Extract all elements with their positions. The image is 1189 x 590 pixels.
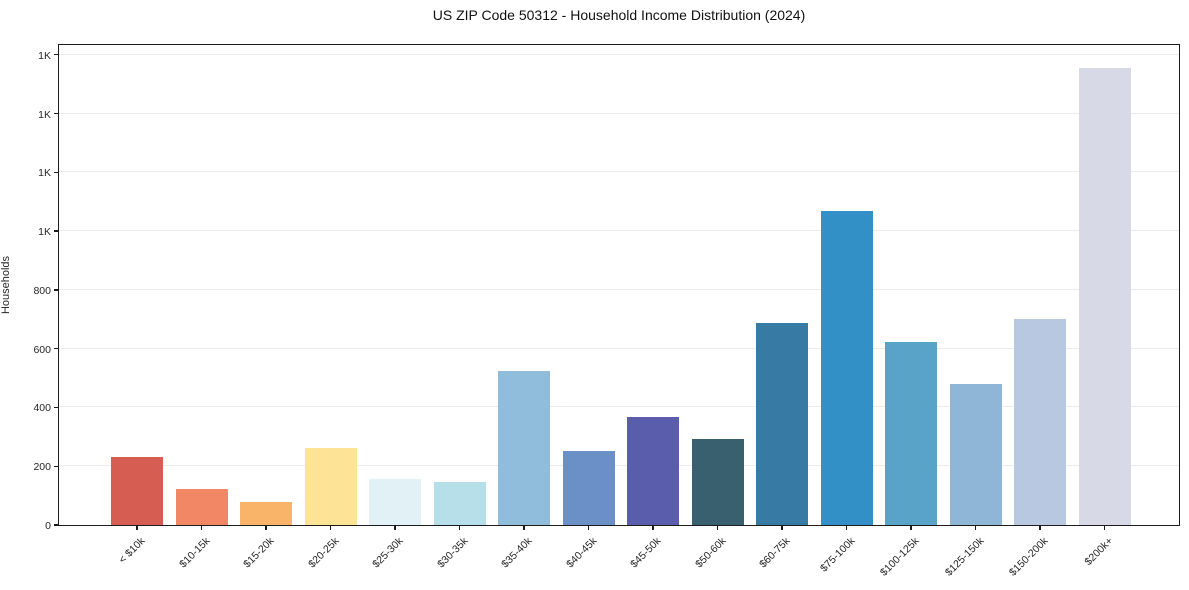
gridline-y-200	[59, 465, 1179, 467]
chart-title: US ZIP Code 50312 - Household Income Dis…	[432, 7, 806, 23]
y-tick-label-1200: 1K	[38, 167, 51, 180]
bar-20-25k	[304, 448, 357, 525]
x-tick-label-4: $25-30k	[370, 535, 406, 571]
y-axis-tick-labels: 0 200 400 600 800 1K 1K 1K 1K	[0, 44, 51, 532]
y-tick-mark-1000	[53, 230, 58, 232]
x-tick-mark-0	[136, 526, 138, 531]
gridline-y-800	[59, 288, 1179, 290]
x-tick-label-15: $200k+	[1081, 535, 1115, 569]
gridline-y-400	[59, 406, 1179, 408]
gridline-y-600	[59, 347, 1179, 349]
y-tick-mark-0	[53, 524, 58, 526]
y-tick-mark-600	[53, 348, 58, 350]
x-axis-tick-labels: < $10k $10-15k $15-20k $20-25k $25-30k $30-35…	[58, 526, 1180, 586]
bar-40-45k	[562, 450, 615, 525]
x-tick-label-12: $100-125k	[877, 535, 922, 579]
gridline-y-1200	[59, 171, 1179, 173]
y-tick-label-400: 400	[33, 402, 51, 415]
x-tick-label-2: $15-20k	[241, 535, 277, 571]
y-tick-label-800: 800	[33, 284, 51, 297]
x-tick-label-13: $125-150k	[942, 535, 986, 579]
bar-45-50k	[627, 416, 679, 525]
y-tick-label-600: 600	[33, 343, 51, 356]
x-tick-mark-14	[1039, 526, 1041, 531]
gridline-y-1000	[59, 230, 1179, 232]
bar-200k	[1078, 67, 1131, 525]
x-tick-mark-2	[265, 526, 267, 531]
plot-area	[53, 44, 1180, 531]
bar-125-150k	[949, 383, 1002, 525]
bar-75-100k	[820, 210, 873, 525]
bar-100-125k	[885, 341, 937, 525]
x-tick-mark-10	[781, 526, 783, 531]
x-tick-mark-4	[394, 526, 396, 531]
x-tick-mark-8	[652, 526, 654, 531]
x-tick-label-9: $50-60k	[692, 535, 728, 571]
x-tick-mark-15	[1103, 526, 1106, 531]
bar-10k	[111, 456, 163, 525]
y-tick-mark-400	[53, 406, 58, 409]
x-tick-mark-13	[974, 526, 977, 531]
gridline-y-1400	[59, 112, 1179, 114]
x-tick-mark-12	[910, 526, 912, 531]
x-tick-mark-3	[329, 526, 332, 531]
x-tick-mark-7	[587, 526, 590, 531]
y-tick-label-200: 200	[33, 461, 51, 474]
x-tick-mark-9	[716, 526, 719, 531]
gridline-y-1600	[59, 53, 1179, 55]
x-tick-label-11: $75-100k	[817, 535, 857, 575]
x-tick-label-6: $35-40k	[499, 535, 535, 571]
bar-25-30k	[369, 479, 421, 525]
y-tick-mark-1600	[53, 54, 58, 56]
y-tick-label-0: 0	[45, 520, 51, 532]
bar-150-200k	[1014, 318, 1066, 525]
y-tick-mark-200	[53, 465, 58, 467]
bar-15-20k	[240, 502, 292, 525]
x-tick-label-1: $10-15k	[176, 535, 212, 571]
x-tick-label-7: $40-45k	[563, 535, 599, 571]
y-tick-mark-1400	[53, 112, 58, 115]
x-tick-label-3: $20-25k	[305, 535, 341, 571]
x-tick-mark-5	[458, 526, 461, 531]
bar-50-60k	[691, 439, 744, 525]
bar-10-15k	[175, 488, 228, 525]
bar-60-75k	[756, 323, 808, 525]
x-tick-label-0: < $10k	[116, 535, 148, 566]
y-tick-label-1400: 1K	[38, 108, 51, 121]
x-tick-mark-1	[200, 526, 203, 531]
x-tick-mark-6	[523, 526, 525, 531]
x-tick-label-5: $30-35k	[434, 535, 470, 571]
x-tick-mark-11	[845, 526, 848, 531]
x-tick-label-10: $60-75k	[757, 535, 793, 571]
bar-30-35k	[433, 482, 486, 525]
y-tick-mark-1200	[53, 171, 58, 173]
x-tick-label-14: $150-200k	[1006, 535, 1051, 579]
y-tick-label-1000: 1K	[38, 226, 51, 239]
y-tick-label-1600: 1K	[38, 49, 51, 62]
x-tick-label-8: $45-50k	[628, 535, 664, 571]
bar-35-40k	[498, 371, 550, 525]
y-tick-mark-800	[53, 289, 58, 291]
